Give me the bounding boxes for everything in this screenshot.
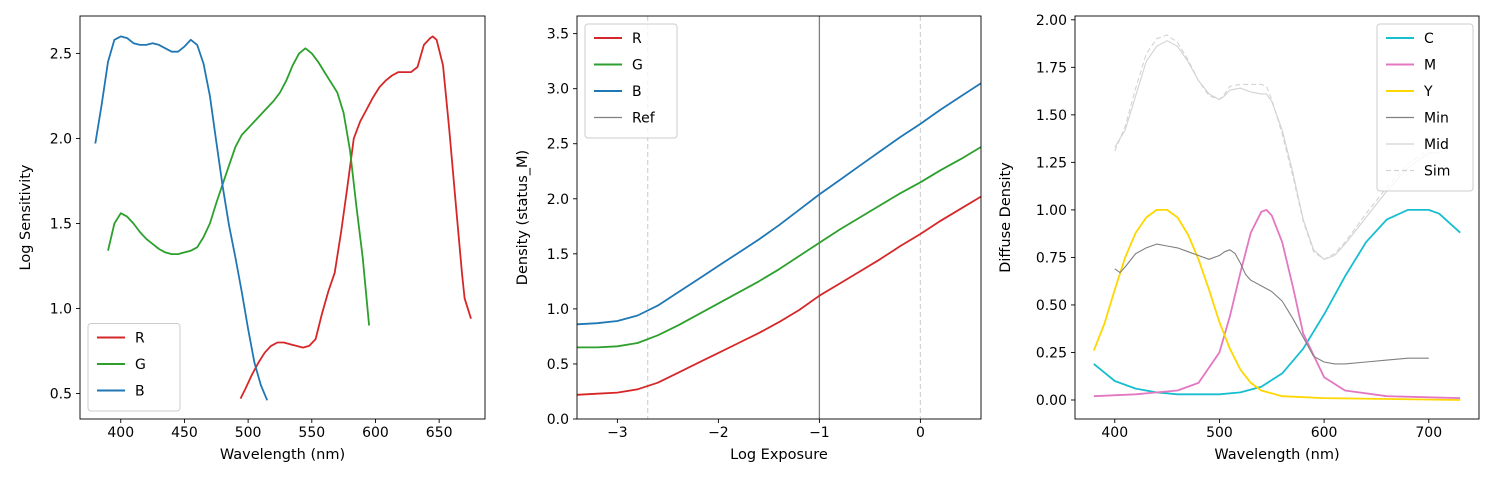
y-tick-label: 1.25 <box>1036 155 1067 171</box>
x-tick-label: −3 <box>607 425 628 441</box>
legend-label-r: R <box>135 331 145 347</box>
legend: RGB <box>87 323 181 412</box>
legend-box <box>584 23 678 139</box>
axes-frame <box>79 15 486 420</box>
legend-label-g: G <box>632 58 643 74</box>
y-tick-label: 3.0 <box>547 82 569 98</box>
series-line-g <box>577 146 981 349</box>
y-tick-label: 2.5 <box>50 46 72 62</box>
legend-label-b: B <box>632 84 642 100</box>
y-tick-label: 1.75 <box>1036 60 1067 76</box>
legend: RGB Ref <box>584 23 678 139</box>
series-line-y <box>1092 208 1461 401</box>
x-tick-label: 600 <box>1311 425 1338 441</box>
series-line-r <box>239 35 472 400</box>
y-tick-label: 2.0 <box>547 192 569 208</box>
x-tick-label: −1 <box>809 425 830 441</box>
y-tick-label: 1.0 <box>547 302 569 318</box>
y-tick-label: 3.5 <box>547 27 569 43</box>
y-tick-label: 1.5 <box>547 247 569 263</box>
x-axis-label: Wavelength (nm) <box>1214 447 1339 463</box>
series-line-min <box>1114 243 1429 365</box>
x-tick-label: 700 <box>1415 425 1442 441</box>
legend-label-mid: Mid <box>1424 137 1449 153</box>
axes-frame <box>1074 15 1480 420</box>
x-tick-label: 450 <box>171 425 198 441</box>
series-line-mid <box>1114 40 1440 260</box>
panel-characteristic-curves: −3 −2 −1 0 0.0 0.5 1.0 1.5 2.0 2.5 3.0 3.5 Log Expos… <box>515 15 982 463</box>
x-tick-label: 600 <box>362 425 389 441</box>
legend-label-r: R <box>632 31 642 47</box>
legend: CMY Min Mid Sim <box>1376 23 1474 192</box>
y-tick-label: 0.5 <box>50 386 72 402</box>
y-axis-label: Diffuse Density <box>998 162 1014 273</box>
series-line-c <box>1093 208 1461 396</box>
y-tick-label: 1.0 <box>50 301 72 317</box>
x-tick-label: 550 <box>298 425 325 441</box>
y-tick-label: 1.00 <box>1036 203 1067 219</box>
panel-dye-density: 400 500 600 700 0.00 0.25 0.50 0.75 1.00 1.25 1.50… <box>998 13 1480 463</box>
legend-box <box>87 323 181 412</box>
series-line-b <box>577 82 981 326</box>
x-tick-label: 400 <box>1101 425 1128 441</box>
y-tick-label: 0.50 <box>1036 298 1067 314</box>
y-tick-label: 0.75 <box>1036 250 1067 266</box>
legend-label-c: C <box>1424 31 1434 47</box>
x-tick-label: 650 <box>426 425 453 441</box>
series-line-g <box>107 47 370 326</box>
legend-box <box>1376 23 1474 192</box>
x-axis-label: Log Exposure <box>730 447 828 463</box>
y-tick-label: 1.5 <box>50 216 72 232</box>
x-tick-label: −2 <box>708 425 729 441</box>
y-tick-label: 0.5 <box>547 357 569 373</box>
panel-spectral-sensitivity: 400 450 500 550 600 650 0.5 1.0 1.5 2.0 2.5 Wavelen… <box>18 15 486 463</box>
series-line-r <box>577 195 981 396</box>
y-tick-label: 2.5 <box>547 137 569 153</box>
y-tick-label: 1.50 <box>1036 108 1067 124</box>
y-tick-label: 2.00 <box>1036 13 1067 29</box>
y-axis-label: Density (status_M) <box>515 150 531 285</box>
x-tick-label: 500 <box>1206 425 1233 441</box>
legend-label-min: Min <box>1424 111 1449 127</box>
y-tick-label: 0.0 <box>547 412 569 428</box>
axes-frame <box>576 15 982 420</box>
x-axis-label: Wavelength (nm) <box>220 447 345 463</box>
series-line-m <box>1093 208 1461 399</box>
y-tick-label: 2.0 <box>50 131 72 147</box>
series-line-b <box>94 35 269 401</box>
y-tick-label: 0.00 <box>1036 393 1067 409</box>
y-axis-label: Log Sensitivity <box>18 164 34 270</box>
legend-label-g: G <box>135 357 146 373</box>
x-tick-label: 400 <box>107 425 134 441</box>
y-tick-label: 0.25 <box>1036 345 1067 361</box>
legend-label-y: Y <box>1423 84 1433 100</box>
legend-label-sim: Sim <box>1424 164 1450 180</box>
legend-label-b: B <box>135 384 145 400</box>
legend-label-m: M <box>1424 58 1436 74</box>
legend-label-ref: Ref <box>632 111 656 127</box>
x-tick-label: 0 <box>916 425 925 441</box>
series-line-sim <box>1114 34 1440 260</box>
x-tick-label: 500 <box>235 425 262 441</box>
